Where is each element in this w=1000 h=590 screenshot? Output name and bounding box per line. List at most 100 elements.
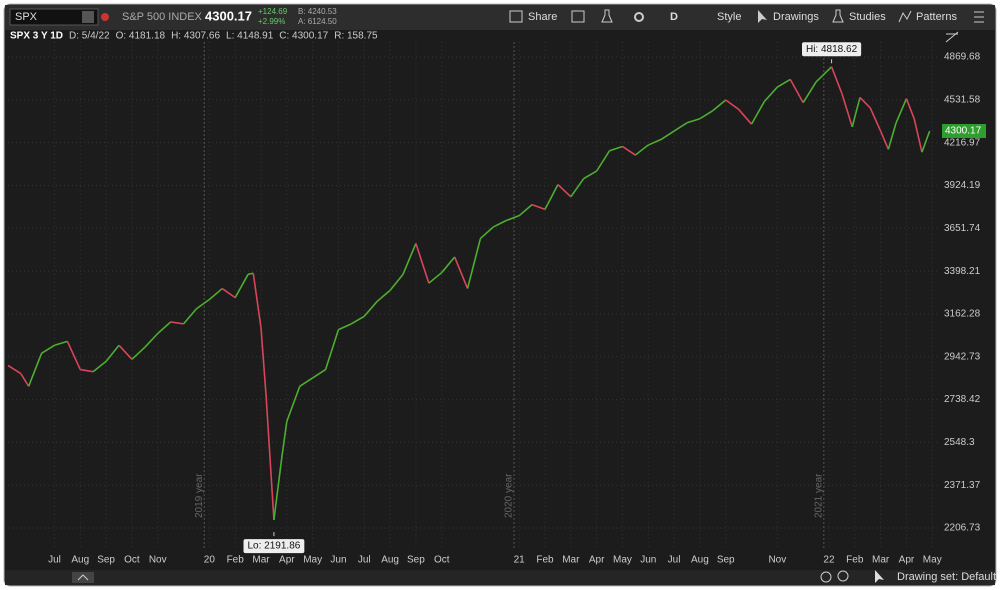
price-segment — [157, 321, 172, 335]
patterns-icon[interactable] — [898, 10, 912, 23]
expand-button[interactable] — [72, 572, 94, 583]
studies-button[interactable]: Studies — [849, 11, 886, 23]
price-segment — [66, 341, 82, 370]
price-segment — [350, 315, 365, 325]
price-segment — [841, 93, 853, 128]
menu-icon[interactable] — [974, 11, 984, 23]
price-segment — [80, 368, 94, 373]
x-tick-label: Apr — [279, 555, 295, 566]
drawings-icon[interactable] — [758, 10, 767, 23]
price-segment — [312, 368, 326, 379]
x-tick-label: 22 — [823, 555, 835, 566]
info-item: R: 158.75 — [334, 31, 378, 42]
annotation-box — [243, 539, 305, 554]
x-tick-label: Jul — [48, 555, 61, 566]
last-price-label: 4300.17 — [945, 126, 982, 137]
price-segment — [634, 144, 649, 156]
symbol[interactable]: SPX — [15, 11, 38, 23]
share-button[interactable]: Share — [528, 11, 557, 23]
price-segment — [402, 243, 417, 275]
price-segment — [7, 364, 22, 375]
price-segment — [570, 178, 585, 198]
price-segment — [118, 344, 133, 360]
year-label: 2021 year — [813, 473, 824, 518]
zoom-icon[interactable] — [837, 570, 849, 582]
price-segment — [505, 214, 520, 222]
drawing-set[interactable]: Drawing set: Default — [897, 571, 996, 583]
price-segment — [273, 458, 283, 521]
price-segment — [170, 321, 184, 325]
drawings-button[interactable]: Drawings — [773, 11, 819, 23]
price-segment — [415, 243, 430, 284]
patterns-button[interactable]: Patterns — [916, 11, 957, 23]
aggregation-button[interactable]: D — [670, 11, 678, 23]
x-tick-label: Sep — [407, 555, 425, 566]
y-tick-label: 3651.74 — [944, 223, 981, 234]
symbol-box[interactable] — [9, 8, 99, 26]
x-tick-label: May — [923, 555, 942, 566]
price-segment — [673, 122, 688, 132]
x-tick-label: Feb — [536, 555, 554, 566]
price-segment — [338, 323, 352, 331]
bid: B: 4240.53 — [298, 7, 337, 16]
price-segment — [182, 308, 198, 325]
pointer-icon[interactable] — [875, 570, 884, 583]
x-tick-label: Jun — [330, 555, 346, 566]
x-tick-label: Feb — [846, 555, 864, 566]
price-segment — [441, 256, 456, 274]
x-tick-label: Jul — [668, 555, 681, 566]
info-item: D: 5/4/22 — [69, 31, 110, 42]
y-tick-label: 3162.28 — [944, 309, 981, 320]
change: +124.69 — [258, 7, 288, 16]
scale-icon[interactable] — [945, 31, 959, 43]
y-tick-label: 2371.37 — [944, 480, 981, 491]
price-segment — [686, 117, 701, 124]
price-segment — [234, 273, 249, 299]
annotation-label: Hi: 4818.62 — [806, 44, 858, 55]
price-segment — [453, 256, 469, 289]
screenshot-icon[interactable] — [571, 10, 585, 23]
price-segment — [851, 97, 861, 128]
y-tick-label: 4869.68 — [944, 52, 981, 63]
y-tick-label: 4531.58 — [944, 94, 981, 105]
price-segment — [557, 184, 572, 198]
price-segment — [750, 100, 766, 125]
expand-icon[interactable] — [77, 574, 89, 581]
x-tick-label: 20 — [204, 555, 216, 566]
flask-icon[interactable] — [601, 9, 613, 23]
symbol-dropdown[interactable] — [82, 11, 94, 23]
price-segment — [280, 421, 288, 459]
price-segment — [583, 170, 598, 180]
info-items: SPX 3 Y 1D D: 5/4/22 O: 4181.18 H: 4307.66 L… — [10, 31, 378, 42]
price-segment — [921, 130, 931, 153]
price-segment — [802, 81, 817, 104]
x-tick-label: Jul — [358, 555, 371, 566]
price-segment — [221, 287, 236, 299]
price-segment — [20, 373, 30, 387]
price-segment — [286, 386, 301, 422]
price-segment — [493, 219, 507, 228]
settings-icon[interactable] — [634, 12, 644, 22]
style-button[interactable]: Style — [717, 11, 741, 23]
crosshair-icon[interactable] — [820, 571, 832, 583]
price-segment — [389, 273, 404, 291]
price-segment — [712, 99, 727, 112]
price-segment — [879, 130, 890, 150]
share-icon[interactable] — [509, 10, 523, 23]
info-item: L: 4148.91 — [226, 31, 274, 42]
price-segment — [518, 204, 533, 217]
price-segment — [27, 352, 43, 387]
plot-area — [8, 42, 940, 548]
price-segment — [247, 272, 254, 276]
price-segment — [376, 289, 391, 302]
price-segment — [776, 78, 791, 88]
price-segment — [208, 287, 223, 301]
price-segment — [195, 298, 210, 310]
x-tick-label: Mar — [562, 555, 580, 566]
studies-icon[interactable] — [832, 9, 844, 23]
price-segment — [609, 145, 623, 152]
price-segment — [763, 86, 778, 102]
price-segment — [324, 329, 340, 370]
info-bar — [5, 30, 995, 42]
